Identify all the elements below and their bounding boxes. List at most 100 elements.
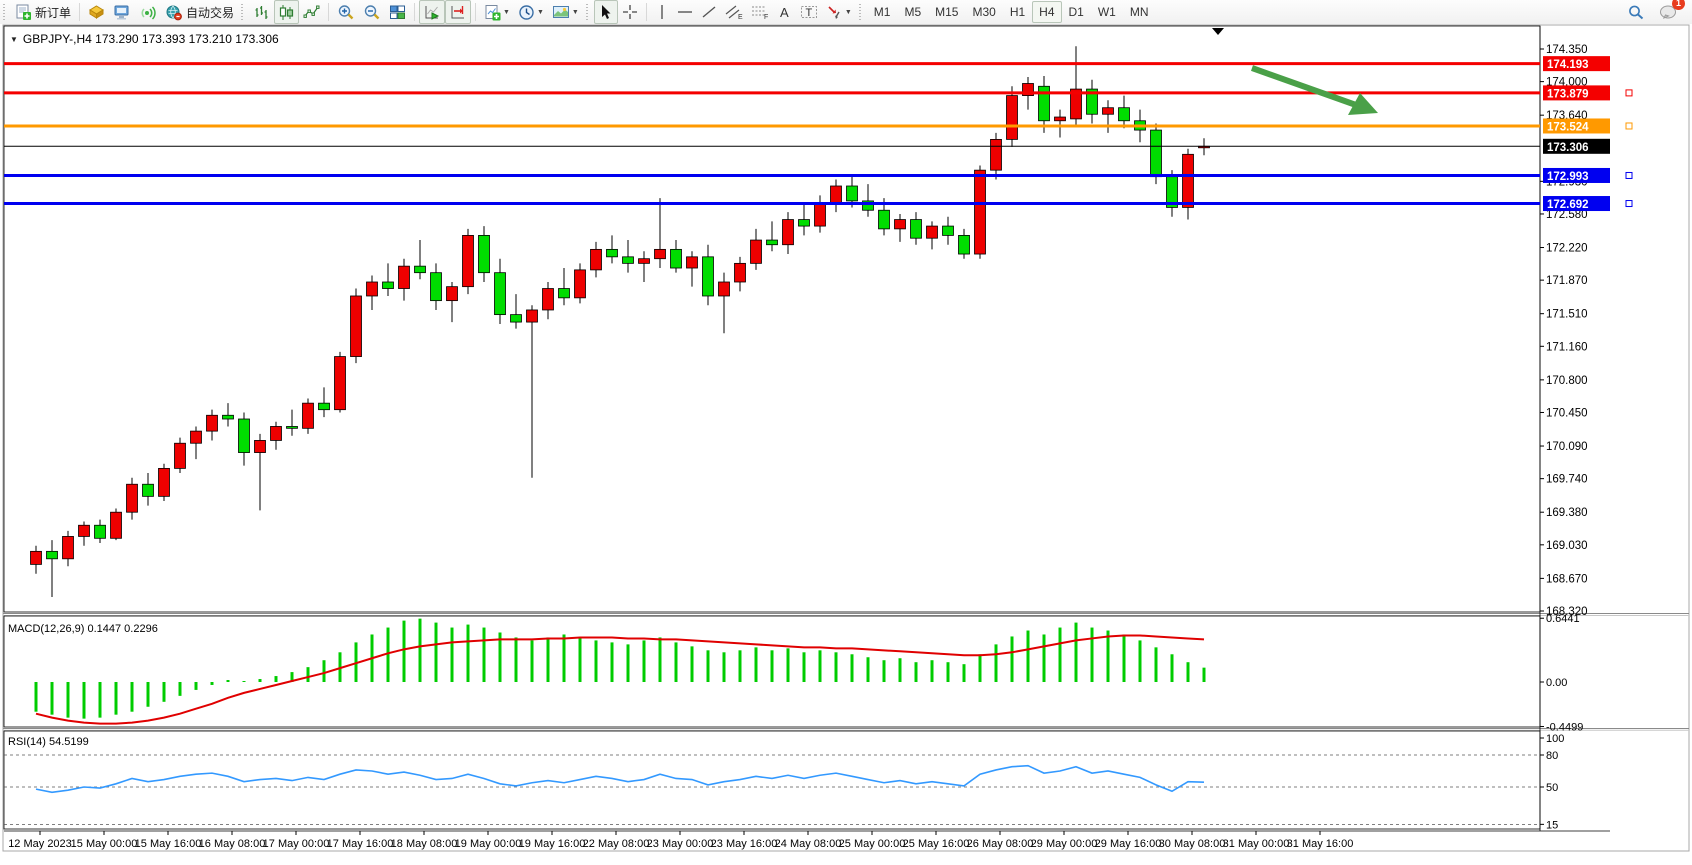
candle-body[interactable] <box>558 288 570 299</box>
trendline-button[interactable] <box>697 0 721 24</box>
virtual-hosting-button[interactable] <box>109 0 135 24</box>
candle-body[interactable] <box>302 402 314 429</box>
price-axis[interactable]: 174.350174.000173.640172.930172.580172.2… <box>1540 44 1588 618</box>
tab-timeframe-m1[interactable]: M1 <box>873 5 891 19</box>
chart-shift-marker[interactable] <box>1212 28 1224 35</box>
candle-body[interactable] <box>206 414 218 432</box>
candle-body[interactable] <box>30 550 42 565</box>
rsi-panel[interactable] <box>3 730 1541 830</box>
line-chart-button[interactable] <box>299 0 324 24</box>
market-button[interactable] <box>84 0 109 24</box>
candle-body[interactable] <box>782 219 794 246</box>
tab-timeframe-w1[interactable]: W1 <box>1097 5 1116 19</box>
crosshair-button[interactable] <box>618 0 642 24</box>
templates-button[interactable]: ▼ <box>548 0 583 24</box>
symbol-header[interactable]: ▼ GBPJPY-,H4 173.290 173.393 173.210 173… <box>10 32 279 46</box>
tab-timeframe-mn[interactable]: MN <box>1129 5 1149 19</box>
candle-body[interactable] <box>702 256 714 297</box>
candle-body[interactable] <box>286 426 298 429</box>
chart-area[interactable]: 174.350174.000173.640172.930172.580172.2… <box>0 24 1692 865</box>
new-chart-button[interactable]: ▼ <box>480 0 514 24</box>
candlestick-chart-button[interactable] <box>274 0 300 24</box>
vertical-line-button[interactable] <box>651 0 673 24</box>
autotrading-button[interactable]: 自动交易 <box>161 0 238 24</box>
tab-timeframe-m15[interactable]: M15 <box>935 5 959 19</box>
candle-body[interactable] <box>446 286 458 302</box>
candle-body[interactable] <box>990 139 1002 171</box>
trend-arrow-head[interactable] <box>1348 93 1378 115</box>
candle-body[interactable] <box>798 219 810 227</box>
candles[interactable] <box>30 46 1210 598</box>
line-handle[interactable] <box>1625 122 1633 130</box>
candle-body[interactable] <box>686 256 698 269</box>
bar-chart-button[interactable] <box>249 0 274 24</box>
candle-body[interactable] <box>46 550 58 560</box>
candle-body[interactable] <box>846 185 858 202</box>
candle-body[interactable] <box>1118 107 1130 122</box>
line-handle[interactable] <box>1625 171 1633 179</box>
candle-body[interactable] <box>238 418 250 453</box>
candle-body[interactable] <box>78 524 90 537</box>
chevron-down-icon[interactable]: ▼ <box>10 34 18 44</box>
candle-body[interactable] <box>734 262 746 283</box>
signals-button[interactable] <box>135 0 161 24</box>
candle-body[interactable] <box>254 440 266 453</box>
candle-body[interactable] <box>510 314 522 323</box>
candle-body[interactable] <box>718 281 730 297</box>
candle-body[interactable] <box>462 234 474 288</box>
candle-body[interactable] <box>526 309 538 323</box>
candle-body[interactable] <box>94 524 106 539</box>
candle-body[interactable] <box>126 483 138 513</box>
equidistant-channel-button[interactable]: E <box>721 0 747 24</box>
candle-body[interactable] <box>366 281 378 297</box>
candle-body[interactable] <box>398 265 410 289</box>
candle-body[interactable] <box>142 483 154 497</box>
new-order-button[interactable]: 新订单 <box>11 0 75 24</box>
candle-body[interactable] <box>894 219 906 230</box>
candle-body[interactable] <box>62 536 74 560</box>
candle-body[interactable] <box>1054 116 1066 122</box>
candle-body[interactable] <box>942 225 954 236</box>
candle-body[interactable] <box>174 442 186 469</box>
tab-timeframe-h4[interactable]: H4 <box>1032 1 1062 23</box>
candle-body[interactable] <box>958 234 970 255</box>
candle-body[interactable] <box>670 248 682 269</box>
candle-body[interactable] <box>638 258 650 264</box>
toolbar-grip[interactable] <box>3 4 8 20</box>
candle-body[interactable] <box>590 248 602 271</box>
candle-body[interactable] <box>606 248 618 258</box>
candle-body[interactable] <box>542 288 554 311</box>
tab-timeframe-d1[interactable]: D1 <box>1068 5 1084 19</box>
candle-body[interactable] <box>1022 83 1034 97</box>
notifications-button[interactable]: 1 <box>1655 0 1685 24</box>
candle-body[interactable] <box>430 272 442 302</box>
candle-body[interactable] <box>350 295 362 357</box>
tile-windows-button[interactable] <box>385 0 410 24</box>
candle-body[interactable] <box>1150 129 1162 178</box>
line-handle[interactable] <box>1625 89 1633 97</box>
candle-body[interactable] <box>478 234 490 274</box>
candle-body[interactable] <box>974 169 986 255</box>
toolbar-grip[interactable] <box>585 4 591 20</box>
tab-timeframe-m5[interactable]: M5 <box>904 5 922 19</box>
candle-body[interactable] <box>334 356 346 411</box>
zoom-in-button[interactable] <box>333 0 359 24</box>
tab-timeframe-m30[interactable]: M30 <box>972 5 996 19</box>
text-label-button[interactable]: T <box>796 0 822 24</box>
candle-body[interactable] <box>574 269 586 299</box>
chart-shift-button[interactable] <box>445 0 472 24</box>
main-panel[interactable] <box>3 25 1541 613</box>
candle-body[interactable] <box>1038 85 1050 122</box>
toolbar-grip[interactable] <box>241 4 247 20</box>
candle-body[interactable] <box>862 200 874 211</box>
fibonacci-button[interactable]: F <box>747 0 773 24</box>
chart-canvas[interactable]: 174.350174.000173.640172.930172.580172.2… <box>0 24 1692 865</box>
candle-body[interactable] <box>814 202 826 227</box>
tab-timeframe-h1[interactable]: H1 <box>1009 5 1026 19</box>
candle-body[interactable] <box>1086 88 1098 115</box>
arrows-button[interactable]: ▼ <box>822 0 856 24</box>
candle-body[interactable] <box>1102 107 1114 115</box>
candle-body[interactable] <box>766 239 778 246</box>
candle-body[interactable] <box>878 209 890 230</box>
